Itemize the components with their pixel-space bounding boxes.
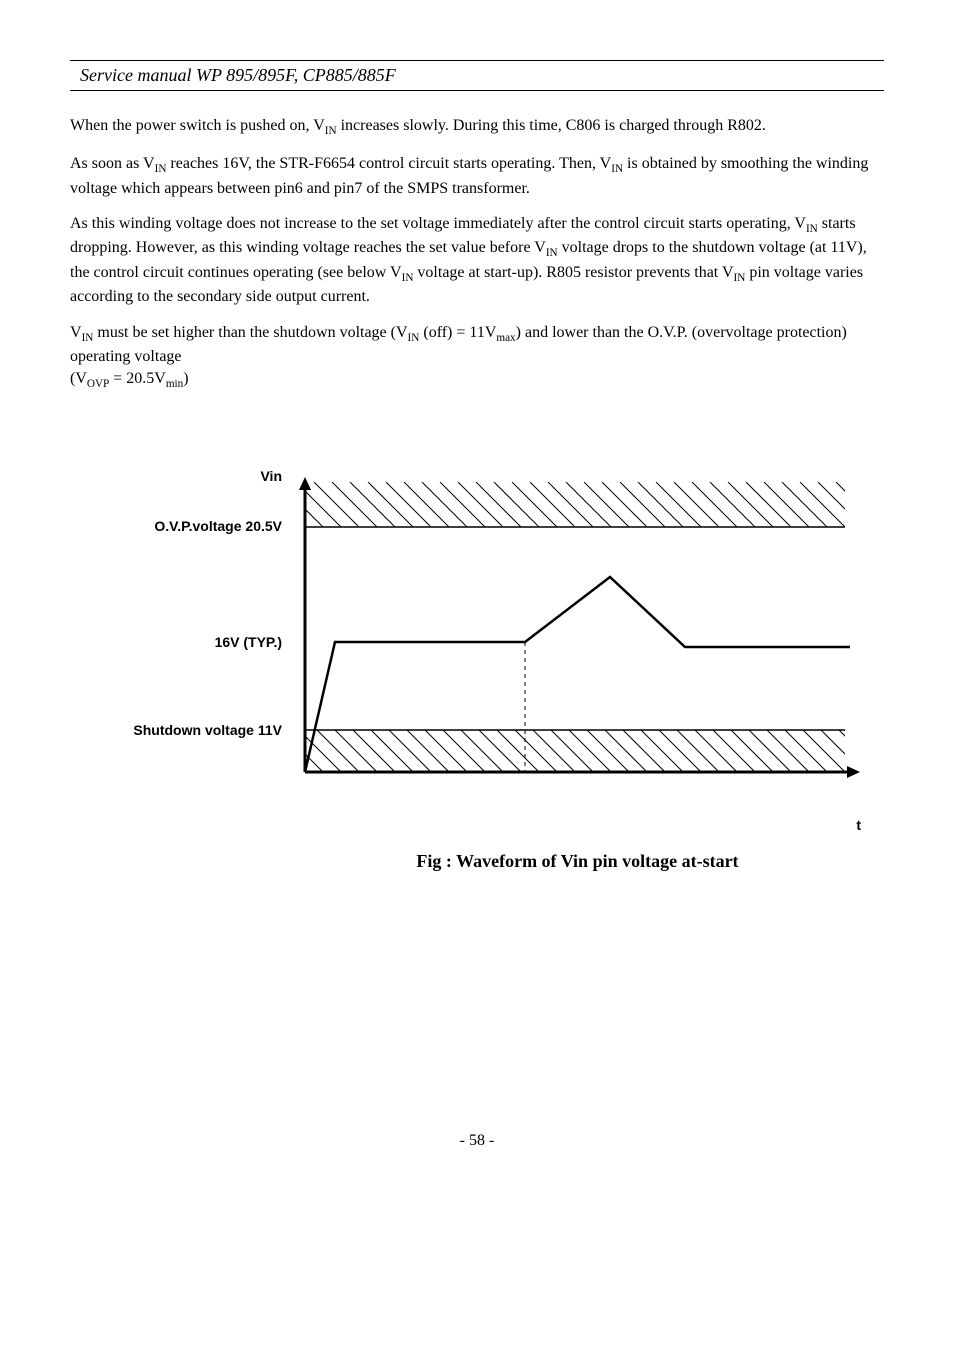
p1b: increases slowly. During this time, C806… — [337, 117, 766, 134]
page-number: - 58 - — [70, 1132, 884, 1150]
chart-caption: Fig : Waveform of Vin pin voltage at-sta… — [290, 851, 865, 872]
p3d: voltage at start-up). R805 resistor prev… — [413, 264, 733, 281]
p2a: As soon as V — [70, 155, 155, 172]
p3a: As this winding voltage does not increas… — [70, 215, 806, 232]
sub-in-9: IN — [408, 332, 420, 344]
sub-in-2: IN — [155, 163, 167, 175]
sub-in-3: IN — [611, 163, 623, 175]
chart-label-typ: 16V (TYP.) — [215, 634, 282, 650]
sub-ovp: OVP — [87, 378, 109, 390]
p4c: (off) = 11V — [419, 324, 496, 341]
sub-in-6: IN — [402, 272, 414, 284]
p1a: When the power switch is pushed on, V — [70, 117, 325, 134]
chart-svg — [290, 472, 865, 812]
sub-in-5: IN — [546, 248, 558, 260]
sub-in-8: IN — [82, 332, 94, 344]
document-title: Service manual WP 895/895F, CP885/885F — [70, 61, 884, 90]
p2b: reaches 16V, the STR-F6654 control circu… — [166, 155, 611, 172]
sub-max: max — [496, 332, 515, 344]
sub-in-7: IN — [734, 272, 746, 284]
paragraph-2: As soon as VIN reaches 16V, the STR-F665… — [70, 153, 884, 199]
chart-label-shutdown: Shutdown voltage 11V — [133, 722, 282, 738]
p5c: ) — [183, 370, 188, 387]
paragraph-5: (VOVP = 20.5Vmin) — [70, 368, 884, 392]
paragraph-4: VIN must be set higher than the shutdown… — [70, 322, 884, 368]
p4b: must be set higher than the shutdown vol… — [93, 324, 407, 341]
sub-min: min — [166, 378, 183, 390]
p5a: (V — [70, 370, 87, 387]
chart-label-t: t — [290, 817, 865, 833]
paragraph-1: When the power switch is pushed on, VIN … — [70, 115, 884, 139]
header-rule-bottom — [70, 90, 884, 91]
paragraph-3: As this winding voltage does not increas… — [70, 213, 884, 307]
vin-waveform-chart: Vin O.V.P.voltage 20.5V 16V (TYP.) Shutd… — [110, 472, 884, 872]
chart-label-ovp: O.V.P.voltage 20.5V — [154, 518, 282, 534]
p4a: V — [70, 324, 82, 341]
p5b: = 20.5V — [109, 370, 166, 387]
chart-label-vin: Vin — [260, 468, 282, 484]
chart-y-labels: Vin O.V.P.voltage 20.5V 16V (TYP.) Shutd… — [110, 472, 290, 833]
sub-in: IN — [325, 125, 337, 137]
sub-in-4: IN — [806, 223, 818, 235]
